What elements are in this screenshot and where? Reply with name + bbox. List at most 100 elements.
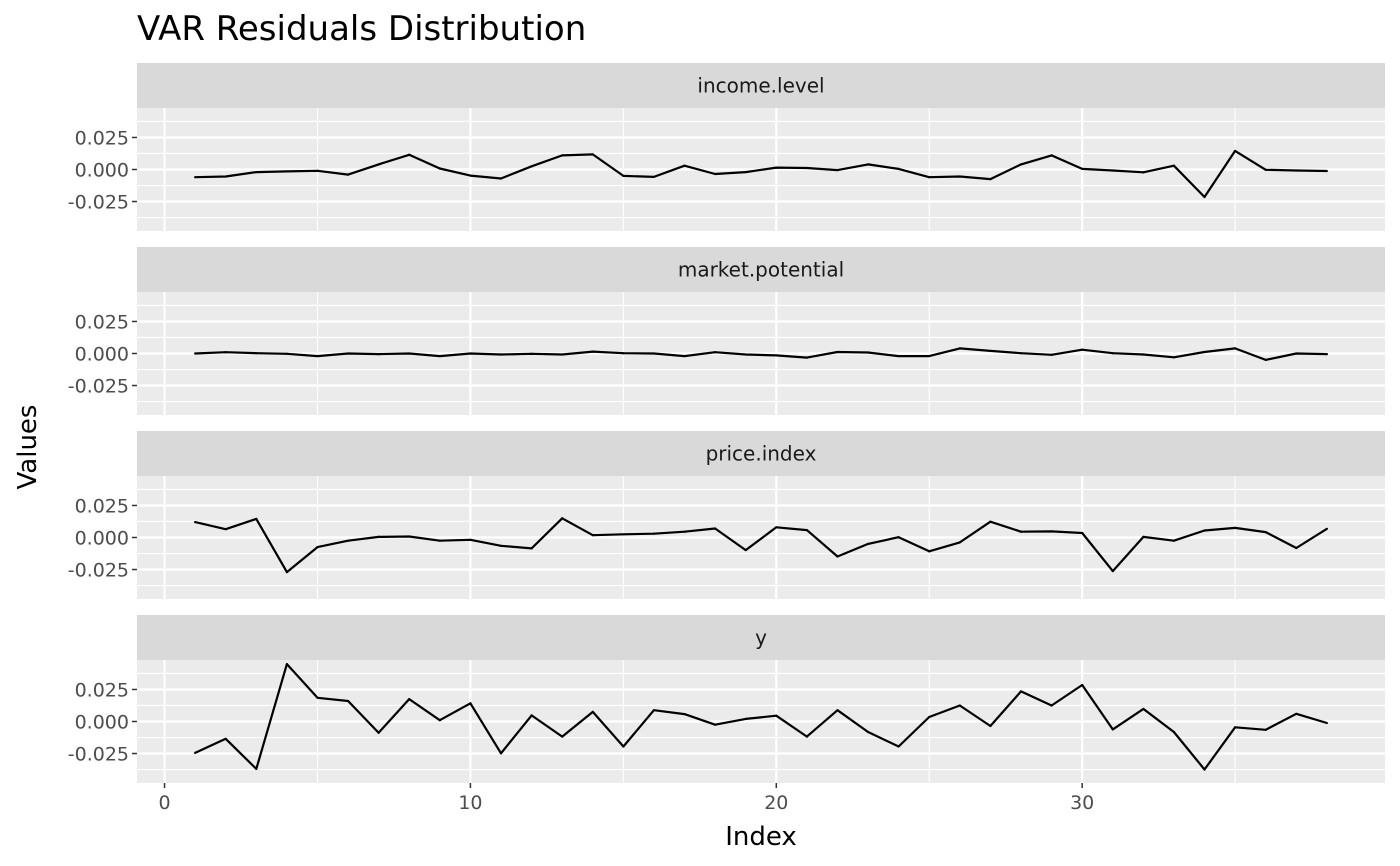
data-point — [255, 767, 258, 771]
data-point — [805, 166, 808, 170]
data-point — [316, 354, 319, 358]
x-tick-label: 0 — [158, 792, 170, 814]
data-point — [744, 717, 747, 721]
data-point — [775, 526, 778, 529]
data-point — [469, 702, 472, 705]
data-point — [194, 521, 197, 524]
data-point — [194, 176, 197, 179]
data-point — [316, 696, 319, 699]
data-point — [285, 570, 288, 574]
y-tick-label: 0.025 — [75, 495, 129, 517]
data-point — [1325, 169, 1328, 173]
data-point — [285, 663, 288, 666]
data-point — [591, 710, 594, 713]
data-point — [836, 350, 839, 354]
data-point — [622, 174, 625, 178]
data-point — [622, 352, 625, 355]
data-point — [1295, 712, 1298, 715]
data-point — [194, 352, 197, 355]
data-point — [408, 697, 411, 701]
data-point — [1172, 356, 1176, 359]
data-point — [1203, 529, 1206, 532]
data-point — [530, 714, 533, 717]
data-point — [958, 175, 961, 178]
data-point — [1264, 531, 1267, 534]
data-point — [1111, 728, 1114, 731]
data-point — [1142, 707, 1145, 711]
data-point — [714, 527, 717, 530]
data-point — [1050, 154, 1053, 157]
data-point — [1264, 168, 1267, 171]
data-point — [775, 354, 778, 357]
data-point — [683, 530, 686, 533]
data-point — [194, 751, 197, 754]
data-point — [1111, 352, 1114, 355]
data-point — [591, 350, 594, 353]
facet-panel-y: y 0.025 0.000 -0.025 — [68, 615, 1385, 783]
data-point — [775, 714, 778, 717]
data-point — [652, 532, 656, 535]
data-point — [591, 534, 594, 537]
data-point — [622, 533, 625, 536]
data-point — [1111, 169, 1114, 172]
data-point — [1234, 526, 1237, 529]
data-point — [438, 167, 441, 170]
data-point — [408, 535, 411, 538]
y-axis-title: Values — [13, 405, 43, 490]
y-tick-label: 0.000 — [75, 712, 129, 734]
data-point — [928, 550, 931, 553]
data-point — [866, 730, 870, 734]
data-point — [1172, 164, 1176, 167]
data-point — [1203, 195, 1206, 199]
data-point — [866, 351, 870, 354]
data-point — [1081, 531, 1084, 535]
y-tick-label: -0.025 — [68, 744, 129, 766]
data-point — [499, 353, 503, 356]
data-point — [346, 352, 350, 355]
facet-strip-label: market.potential — [678, 258, 844, 282]
data-point — [683, 712, 686, 716]
data-point — [683, 164, 686, 167]
data-point — [408, 153, 411, 156]
data-point — [530, 352, 533, 355]
data-point — [316, 169, 319, 172]
data-point — [836, 709, 839, 712]
data-point — [989, 520, 992, 523]
data-point — [377, 731, 380, 734]
data-point — [928, 354, 931, 358]
data-point — [928, 176, 931, 179]
data-point — [866, 163, 870, 166]
data-point — [1019, 352, 1023, 355]
x-axis-title: Index — [725, 822, 797, 852]
data-point — [1234, 149, 1237, 153]
data-point — [438, 354, 441, 358]
data-point — [836, 555, 839, 558]
data-point — [805, 356, 808, 359]
data-point — [255, 352, 258, 355]
data-point — [1325, 353, 1328, 356]
data-point — [346, 173, 350, 176]
data-point — [1325, 721, 1328, 725]
data-point — [255, 170, 258, 174]
facet-strip-label: price.index — [706, 442, 817, 466]
x-axis: 0 10 20 30 — [158, 783, 1094, 814]
data-point — [499, 544, 503, 547]
data-point — [561, 154, 564, 157]
data-point — [1019, 530, 1023, 533]
data-point — [438, 539, 441, 542]
chart-title: VAR Residuals Distribution — [137, 9, 586, 49]
data-point — [408, 352, 411, 355]
facet-panels: income.level0.0250.000-0.025market.poten… — [68, 63, 1385, 783]
y-tick-label: -0.025 — [68, 192, 129, 214]
facet-strip — [137, 615, 1385, 660]
data-point — [377, 163, 380, 166]
facet-strip — [137, 247, 1385, 292]
data-point — [499, 752, 503, 755]
y-tick-label: -0.025 — [68, 376, 129, 398]
data-point — [1172, 730, 1176, 734]
series-line-income-level — [195, 149, 1327, 199]
data-point — [591, 153, 594, 156]
y-tick-label: 0.025 — [75, 679, 129, 701]
y-tick-label: 0.000 — [75, 160, 129, 182]
data-point — [530, 165, 533, 168]
